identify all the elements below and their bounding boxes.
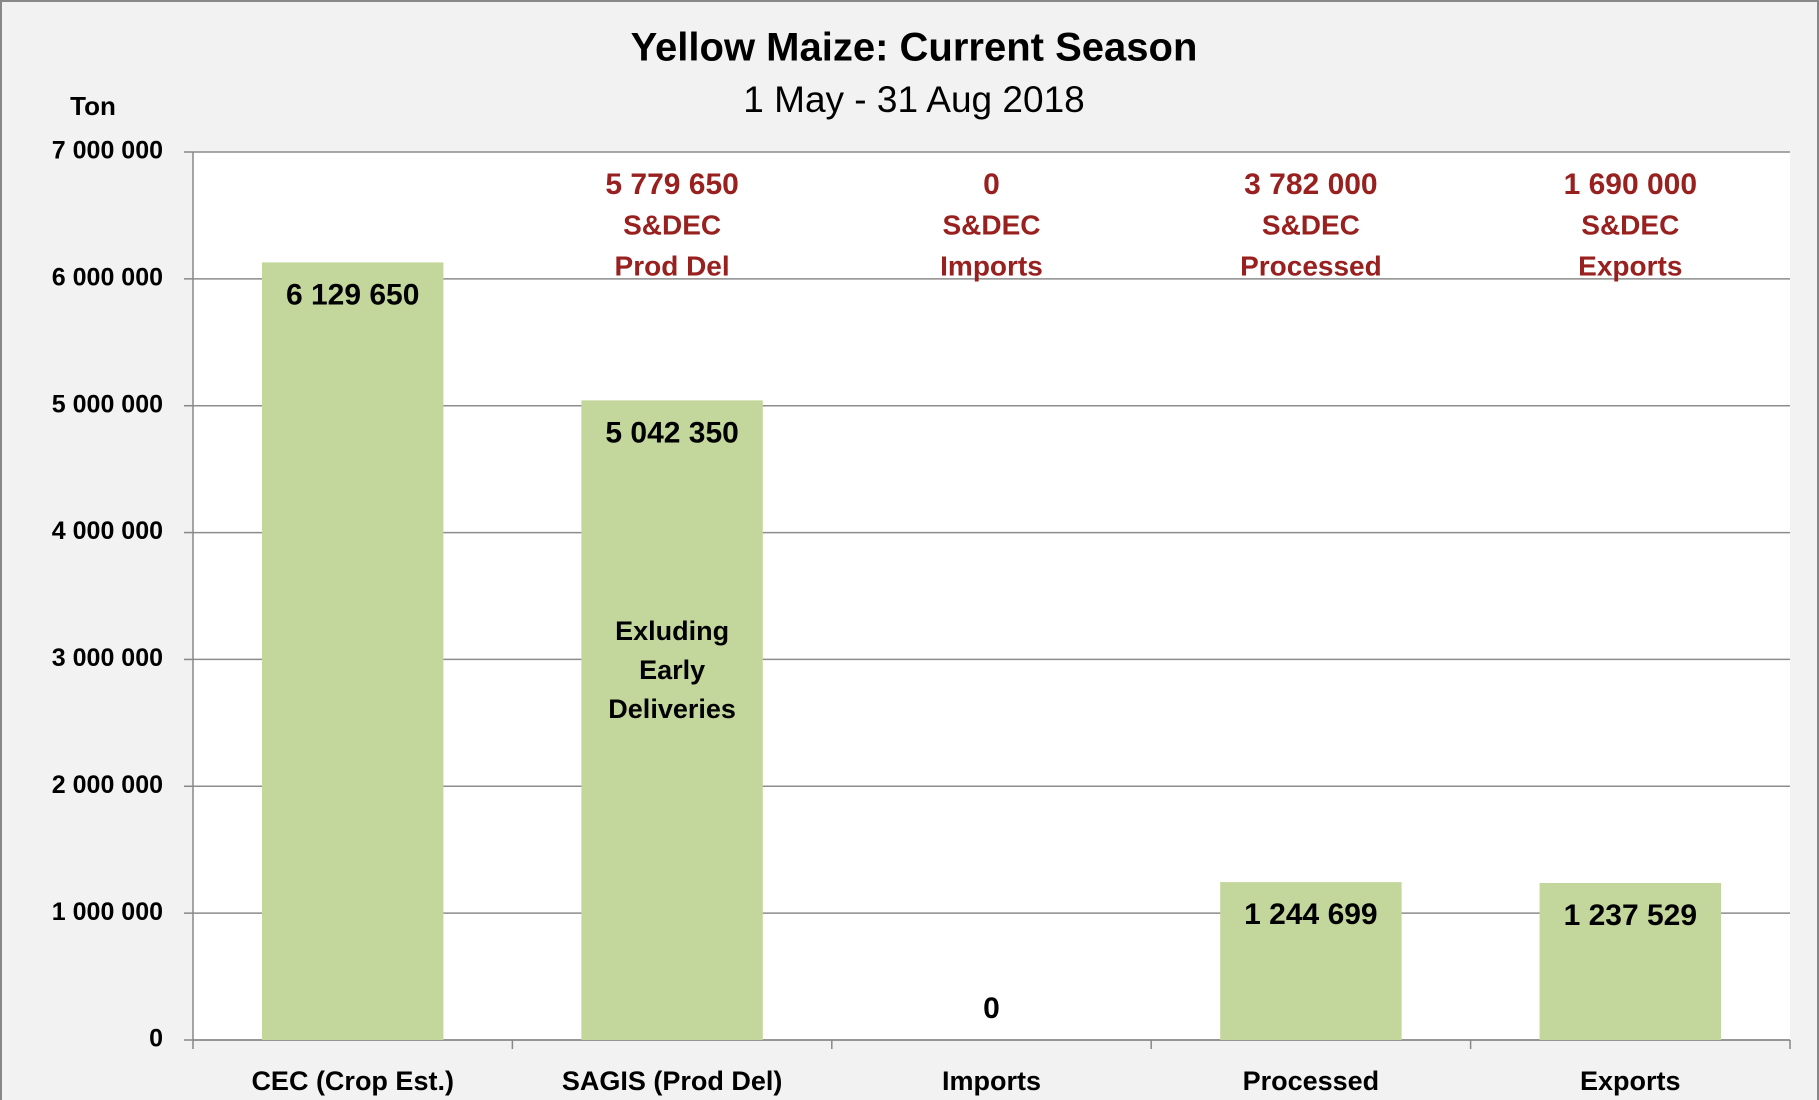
value-label: 6 129 650: [286, 278, 419, 311]
x-tick-label: CEC (Crop Est.): [251, 1066, 454, 1096]
bar: [261, 262, 444, 1040]
y-tick-label: 5 000 000: [52, 390, 163, 418]
value-label: 1 237 529: [1564, 899, 1697, 932]
value-label: 0: [983, 992, 1000, 1025]
value-label: 5 042 350: [605, 416, 738, 449]
annotation: Exports: [1578, 250, 1682, 281]
x-tick-label: SAGIS (Prod Del): [562, 1066, 783, 1096]
annotation: S&DEC: [623, 209, 721, 240]
bar: [1220, 882, 1402, 1040]
annotation: 3 782 000: [1244, 168, 1377, 201]
y-tick-label: 0: [149, 1025, 163, 1053]
x-tick-label: Imports: [942, 1066, 1041, 1096]
y-axis-label: Ton: [70, 91, 116, 121]
x-tick-label: Processed: [1243, 1066, 1380, 1096]
bar-note: Exluding: [615, 616, 729, 646]
chart-subtitle: 1 May - 31 Aug 2018: [743, 79, 1084, 120]
annotation: S&DEC: [942, 209, 1040, 240]
plot-area: [193, 152, 1790, 1040]
annotation: Imports: [940, 250, 1043, 281]
annotation: Prod Del: [615, 250, 730, 281]
annotation: S&DEC: [1581, 209, 1679, 240]
annotation: Processed: [1240, 250, 1382, 281]
bar: [1539, 883, 1722, 1040]
annotation: 5 779 650: [605, 168, 738, 201]
bar-note: Early: [639, 655, 705, 685]
value-label: 1 244 699: [1244, 898, 1377, 931]
bar-note: Deliveries: [608, 694, 736, 724]
x-tick-label: Exports: [1580, 1066, 1681, 1096]
annotation: 0: [983, 168, 1000, 201]
bar: [581, 400, 763, 1040]
y-tick-label: 3 000 000: [52, 644, 163, 672]
y-tick-label: 4 000 000: [52, 517, 163, 545]
annotation: 1 690 000: [1564, 168, 1697, 201]
annotation: S&DEC: [1262, 209, 1360, 240]
chart-title: Yellow Maize: Current Season: [631, 26, 1198, 70]
y-tick-label: 1 000 000: [52, 898, 163, 926]
y-tick-label: 7 000 000: [52, 137, 163, 165]
y-tick-label: 2 000 000: [52, 771, 163, 799]
y-tick-label: 6 000 000: [52, 263, 163, 291]
